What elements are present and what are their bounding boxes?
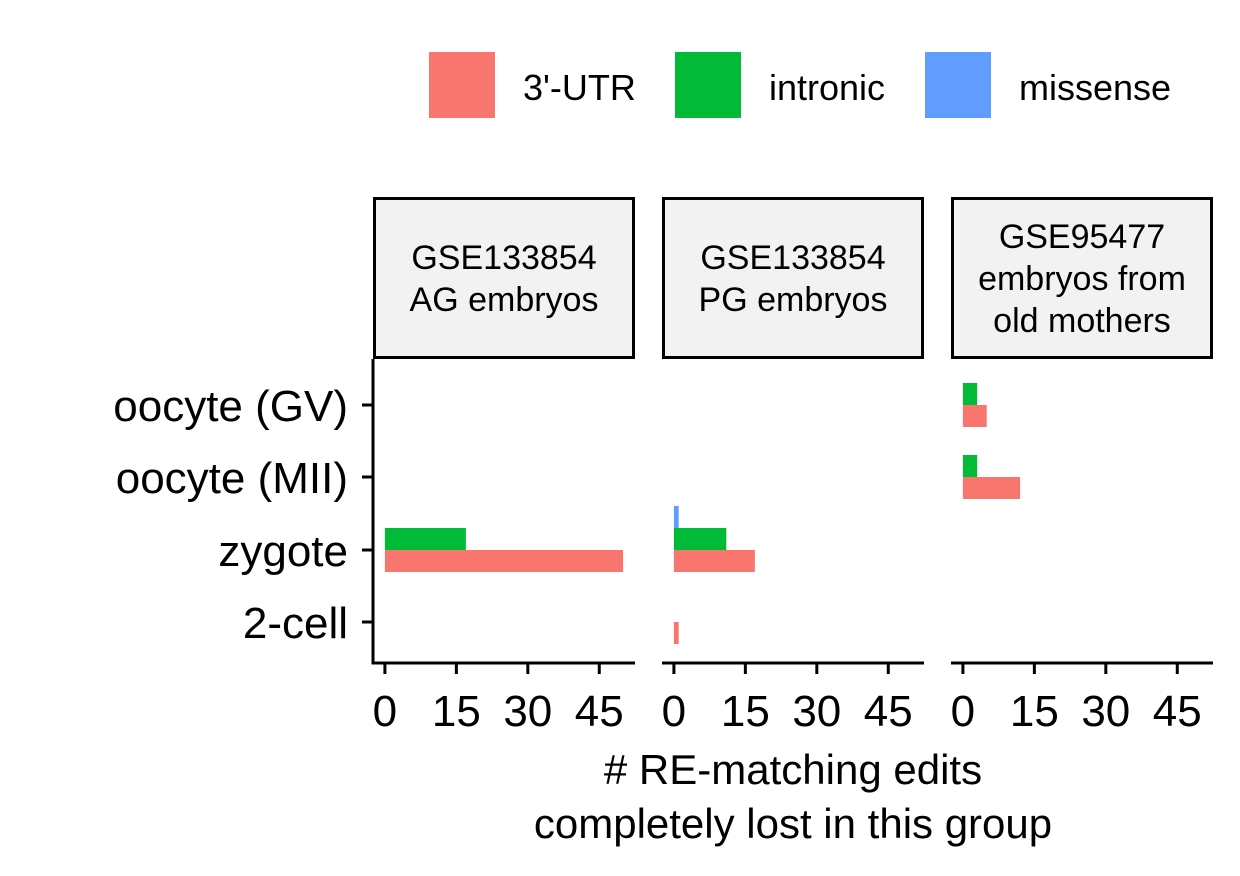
- x-tick-label: 30: [792, 687, 841, 736]
- facet-title-line: GSE133854: [411, 239, 596, 277]
- x-tick-label: 0: [662, 687, 686, 736]
- bar-intronic-zygote: [384, 528, 466, 550]
- y-tick-label-zygote: zygote: [218, 527, 348, 576]
- x-tick-label: 45: [1153, 687, 1202, 736]
- x-tick-label: 30: [1081, 687, 1130, 736]
- legend-key-intronic: [675, 52, 741, 118]
- bar-3-utr-oocyte-gv: [962, 405, 987, 427]
- y-tick-label-oocyte-gv: oocyte (GV): [113, 382, 348, 431]
- facet-title-line: old mothers: [993, 302, 1171, 340]
- facet-title-line: GSE95477: [999, 218, 1165, 256]
- x-tick-label: 30: [503, 687, 552, 736]
- facet-title-line: GSE133854: [700, 239, 885, 277]
- facet-title-line: AG embryos: [410, 281, 599, 319]
- facet-panels: GSE133854 AG embryos 0 15 30 45 GSE133854 PG em…: [373, 197, 1213, 736]
- legend-label-missense: missense: [1019, 67, 1171, 108]
- x-tick-label: 45: [864, 687, 913, 736]
- bar-3-utr-2-cell: [673, 622, 679, 644]
- legend: 3'-UTR intronic missense: [429, 52, 1171, 118]
- y-tick-label-oocyte-mii: oocyte (MII): [116, 454, 348, 503]
- facet-panel-2: GSE133854 PG embryos 0 15 30 45: [662, 197, 924, 736]
- legend-key-3-utr: [429, 52, 495, 118]
- facet-strip: [662, 197, 924, 359]
- x-axis-title-line: # RE-matching edits: [604, 746, 982, 793]
- bar-intronic-oocyte-gv: [962, 383, 978, 405]
- x-axis-title-line: completely lost in this group: [534, 800, 1052, 847]
- facet-title-line: embryos from: [978, 260, 1186, 298]
- facet-panel-3: GSE95477 embryos from old mothers 0 15 30 45: [951, 197, 1213, 736]
- x-tick-label: 15: [721, 687, 770, 736]
- bar-3-utr-zygote: [673, 550, 755, 572]
- legend-key-missense: [925, 52, 991, 118]
- legend-label-3-utr: 3'-UTR: [523, 67, 636, 108]
- x-tick-label: 15: [1010, 687, 1059, 736]
- y-axis: oocyte (GV) oocyte (MII) zygote 2-cell: [113, 359, 375, 665]
- x-axis-title: # RE-matching edits completely lost in th…: [534, 746, 1052, 847]
- facet-title-line: PG embryos: [699, 281, 888, 319]
- bar-missense-zygote: [673, 506, 679, 528]
- y-tick-label-2-cell: 2-cell: [243, 599, 348, 648]
- legend-label-intronic: intronic: [769, 67, 885, 108]
- bar-3-utr-zygote: [384, 550, 624, 572]
- facet-strip: [951, 197, 1213, 359]
- x-tick-label: 15: [432, 687, 481, 736]
- facet-strip: [373, 197, 635, 359]
- bar-intronic-oocyte-mii: [962, 455, 978, 477]
- bar-intronic-zygote: [673, 528, 727, 550]
- x-tick-label: 0: [951, 687, 975, 736]
- facet-panel-1: GSE133854 AG embryos 0 15 30 45: [373, 197, 635, 736]
- x-tick-label: 45: [575, 687, 624, 736]
- bar-3-utr-oocyte-mii: [962, 477, 1021, 499]
- x-tick-label: 0: [373, 687, 397, 736]
